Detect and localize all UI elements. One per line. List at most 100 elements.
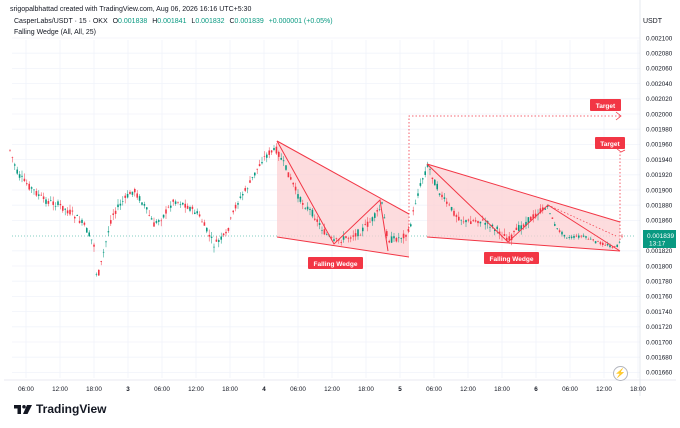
candle-body xyxy=(556,228,558,229)
price-tick-label: 0.001960 xyxy=(646,142,673,149)
candlestick-series xyxy=(9,143,623,277)
candle-body xyxy=(498,231,501,234)
candle-body xyxy=(256,168,258,170)
candle-body xyxy=(124,195,126,198)
candle-body xyxy=(359,234,362,236)
candle-body xyxy=(398,237,400,239)
candle-body xyxy=(50,200,52,202)
candle-body xyxy=(592,239,594,241)
candle-body xyxy=(311,209,314,217)
candle-body xyxy=(182,202,184,205)
time-tick-label: 06:00 xyxy=(18,386,34,393)
price-axis[interactable]: 0.002100 0.002080 0.002060 0.002040 0.002020… xyxy=(646,35,673,376)
candle-body xyxy=(14,164,16,166)
high-label: H xyxy=(152,18,158,25)
wedge-1-label-box[interactable] xyxy=(308,257,363,269)
wedge-2-label-box[interactable] xyxy=(484,252,539,264)
price-tick-label: 0.001820 xyxy=(646,248,673,255)
candle-body xyxy=(33,189,35,191)
candle-body xyxy=(191,206,194,209)
open-label: O xyxy=(112,18,119,25)
bar-countdown: 13:17 xyxy=(649,241,666,248)
candle-body xyxy=(594,241,597,244)
candle-body xyxy=(210,236,213,238)
candle-body xyxy=(225,231,227,234)
candle-body xyxy=(45,199,47,204)
candle-body xyxy=(326,234,328,235)
candle-body xyxy=(35,191,38,196)
target-1-label: Target xyxy=(596,103,616,110)
candle-body xyxy=(107,231,110,233)
candle-body xyxy=(602,242,604,246)
candle-body xyxy=(587,239,590,240)
time-axis[interactable]: 06:00 12:00 18:00 3 06:00 12:00 18:00 4 06:00 12:… xyxy=(18,386,646,393)
candle-body xyxy=(47,201,50,204)
candle-body xyxy=(174,201,177,204)
candle-body xyxy=(448,204,450,206)
candle-body xyxy=(345,236,347,238)
candle-body xyxy=(364,223,366,225)
candle-body xyxy=(465,220,467,223)
symbol-ohlc-legend[interactable]: CasperLabs/USDT · 15 · OKX O0.001838 H0.… xyxy=(14,18,333,25)
candle-body xyxy=(160,220,162,222)
candle-body xyxy=(95,273,98,275)
candle-body xyxy=(417,193,419,196)
price-chart[interactable]: Target Target Falling Wedge Falling Wedg… xyxy=(4,0,676,400)
candle-body xyxy=(251,176,254,178)
wedge-2-label: Falling Wedge xyxy=(490,256,534,263)
candle-body xyxy=(525,221,527,226)
candle-body xyxy=(393,236,395,239)
candle-body xyxy=(54,206,57,207)
time-tick-label: 3 xyxy=(126,386,130,393)
candle-body xyxy=(347,237,350,239)
candle-body xyxy=(184,203,186,208)
candle-body xyxy=(218,240,220,242)
candle-body xyxy=(42,196,45,200)
price-tick-label: 0.002040 xyxy=(646,81,673,88)
candle-body xyxy=(220,236,222,240)
symbol-name[interactable]: CasperLabs/USDT · 15 · OKX xyxy=(14,18,108,25)
candle-body xyxy=(611,247,614,248)
candle-body xyxy=(597,241,599,242)
indicator-legend[interactable]: Falling Wedge (All, All, 25) xyxy=(14,29,96,36)
candle-body xyxy=(508,236,510,241)
candle-body xyxy=(213,246,215,248)
time-tick-label: 18:00 xyxy=(86,386,102,393)
candle-body xyxy=(606,244,609,246)
candle-body xyxy=(549,213,551,214)
candle-body xyxy=(580,235,582,237)
candle-body xyxy=(112,213,114,215)
candle-body xyxy=(402,233,405,239)
candle-body xyxy=(150,218,153,220)
price-tick-label: 0.001940 xyxy=(646,157,673,164)
candle-body xyxy=(484,222,486,225)
candle-body xyxy=(134,188,136,193)
target-2-label-box[interactable] xyxy=(595,137,625,149)
candle-body xyxy=(446,201,448,204)
target-1-label-box[interactable] xyxy=(590,99,621,111)
last-price-badge xyxy=(643,230,676,248)
candle-body xyxy=(551,217,554,219)
candle-body xyxy=(477,221,479,224)
candle-body xyxy=(563,234,566,237)
candle-body xyxy=(167,206,170,208)
candle-body xyxy=(467,219,470,221)
price-tick-label: 0.001760 xyxy=(646,294,673,301)
candle-body xyxy=(9,149,11,151)
candle-body xyxy=(222,233,225,236)
candle-body xyxy=(578,235,580,238)
candle-body xyxy=(410,224,412,227)
candle-body xyxy=(566,237,568,239)
candle-body xyxy=(542,207,544,211)
candle-body xyxy=(201,221,203,223)
candle-body xyxy=(244,188,246,191)
lightning-icon[interactable]: ⚡ xyxy=(613,366,628,381)
candle-body xyxy=(431,177,434,180)
price-tick-label: 0.001920 xyxy=(646,172,673,179)
candle-body xyxy=(18,174,21,178)
candle-body xyxy=(366,221,369,227)
time-tick-label: 6 xyxy=(534,386,538,393)
chart-caption: srigopalbhattad created with TradingView… xyxy=(10,6,252,13)
low-value: 0.001832 xyxy=(195,18,225,25)
candle-body xyxy=(474,220,477,222)
